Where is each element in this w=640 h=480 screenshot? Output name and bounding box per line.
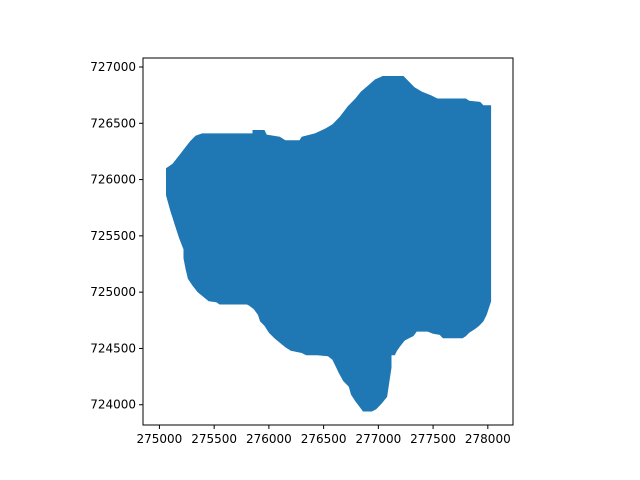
x-tick-label: 275000 [137, 432, 183, 446]
y-tick-label: 725500 [90, 229, 136, 243]
x-tick-label: 278000 [465, 432, 511, 446]
x-axis: 275000 275500 276000 276500 277000 277500 2780… [137, 425, 511, 446]
x-tick-label: 276500 [301, 432, 347, 446]
axes-frame [142, 57, 514, 426]
y-axis: 724000 724500 725000 725500 726000 726500 7270… [90, 60, 143, 412]
x-tick-label: 277500 [410, 432, 456, 446]
y-tick-label: 726500 [90, 116, 136, 130]
y-tick-label: 726000 [90, 173, 136, 187]
y-tick-label: 724000 [90, 398, 136, 412]
x-tick-label: 277000 [355, 432, 401, 446]
y-tick-label: 724500 [90, 341, 136, 355]
region-polygon [166, 76, 492, 412]
y-tick-label: 727000 [90, 60, 136, 74]
x-tick-label: 275500 [191, 432, 237, 446]
x-tick-label: 276000 [246, 432, 292, 446]
y-tick-label: 725000 [90, 285, 136, 299]
plot-area [166, 76, 492, 412]
